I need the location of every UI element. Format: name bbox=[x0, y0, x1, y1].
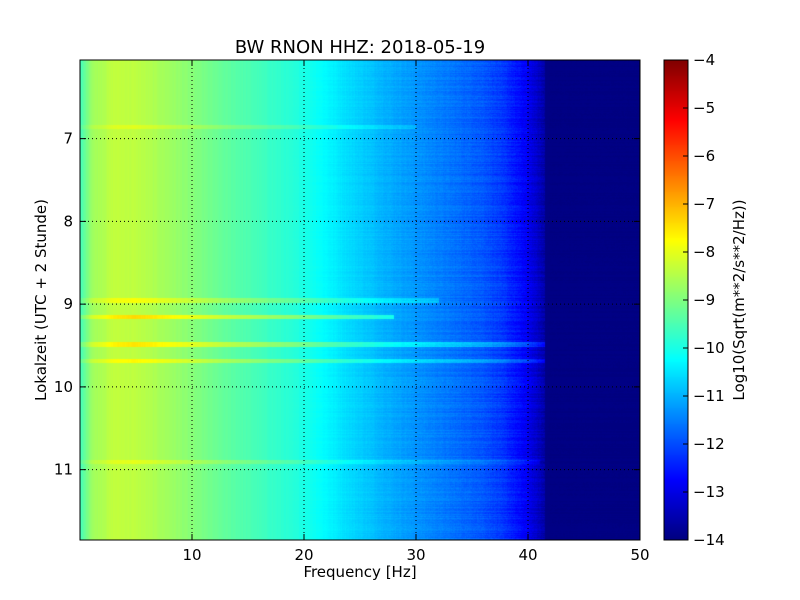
colorbar-tick-label: −13 bbox=[693, 483, 725, 501]
grid-lines bbox=[80, 60, 640, 540]
x-tick-label: 40 bbox=[518, 546, 537, 564]
colorbar-frame bbox=[663, 59, 689, 541]
colorbar-tick-label: −14 bbox=[693, 531, 725, 549]
colorbar-tick-label: −7 bbox=[693, 195, 715, 213]
colorbar-tick-label: −6 bbox=[693, 147, 715, 165]
chart-title: BW RNON HHZ: 2018-05-19 bbox=[235, 37, 485, 58]
colorbar-tick-label: −4 bbox=[693, 51, 715, 69]
colorbar-label: Log10(Sqrt(m**2/s**2/Hz)) bbox=[730, 199, 748, 400]
x-tick-label: 20 bbox=[294, 546, 313, 564]
x-axis-label: Frequency [Hz] bbox=[303, 563, 416, 581]
colorbar-tick-label: −10 bbox=[693, 339, 725, 357]
spectrogram-heatmap bbox=[80, 60, 640, 540]
x-tick-label: 50 bbox=[630, 546, 649, 564]
y-tick-label: 10 bbox=[54, 378, 73, 396]
y-tick-label: 9 bbox=[63, 295, 73, 313]
plot-frame bbox=[79, 59, 641, 541]
y-tick-label: 7 bbox=[63, 130, 73, 148]
colorbar-tick-label: −12 bbox=[693, 435, 725, 453]
x-tick-label: 30 bbox=[406, 546, 425, 564]
y-axis-ticks: 7 8 9 10 11 bbox=[54, 130, 640, 479]
colorbar-tick-label: −9 bbox=[693, 291, 715, 309]
y-tick-label: 11 bbox=[54, 461, 73, 479]
colorbar-tick-label: −11 bbox=[693, 387, 725, 405]
colorbar-ticks: −4 −5 −6 −7 −8 −9 −10 −11 −12 −13 −14 bbox=[683, 51, 725, 549]
y-tick-label: 8 bbox=[63, 212, 73, 230]
x-tick-label: 10 bbox=[182, 546, 201, 564]
y-axis-label: Lokalzeit (UTC + 2 Stunde) bbox=[32, 199, 50, 401]
x-axis-ticks: 10 20 30 40 50 bbox=[182, 60, 650, 564]
colorbar-tick-label: −8 bbox=[693, 243, 715, 261]
colorbar-tick-label: −5 bbox=[693, 99, 715, 117]
